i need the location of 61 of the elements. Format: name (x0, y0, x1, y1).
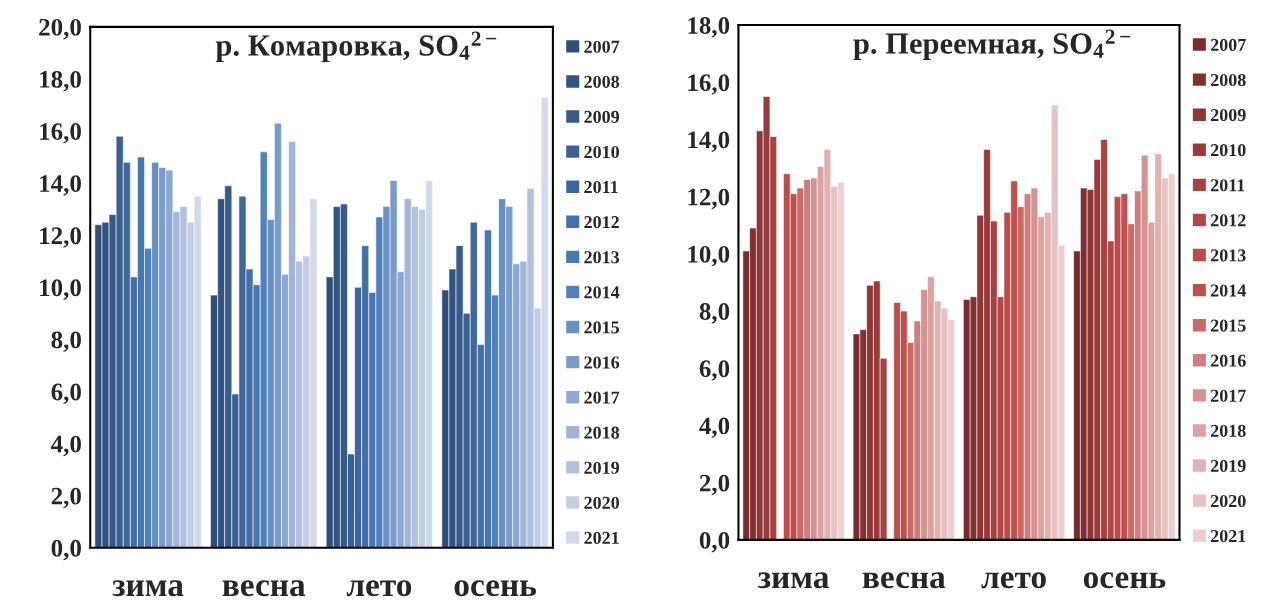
legend-label: 2018 (1210, 424, 1246, 437)
legend-label: 2008 (584, 75, 620, 88)
legend-label: 2017 (584, 391, 620, 404)
y-tick-label: 14,0 (688, 131, 730, 152)
y-tick-label: 2,0 (51, 487, 81, 509)
y-tick-label: 12,0 (688, 188, 730, 210)
legend-label: 2018 (584, 426, 620, 439)
y-tick-label: 14,0 (40, 175, 81, 196)
legend-label: 2019 (1210, 459, 1246, 472)
y-tick-label: 18,0 (688, 17, 730, 38)
legend-label: 2010 (1210, 144, 1246, 157)
legend-label: 2007 (1210, 38, 1246, 52)
x-tick-label: зима (112, 580, 184, 597)
y-tick-label: 4,0 (699, 417, 730, 438)
x-tick-label: весна (222, 580, 306, 597)
y-tick-label: 6,0 (699, 360, 730, 381)
y-tick-label: 16,0 (40, 123, 81, 144)
x-tick-label: зима (758, 572, 829, 589)
legend-label: 2019 (584, 461, 620, 474)
legend-label: 2009 (584, 110, 620, 123)
legend-label: 2011 (1210, 179, 1245, 192)
legend-label: 2015 (1210, 319, 1246, 332)
legend-label: 2012 (1210, 214, 1246, 227)
y-tick-label: 0,0 (699, 531, 730, 553)
legend-label: 2013 (584, 251, 620, 264)
chart-title: р. Комаровка, SO$_{4}$$^{2−}$ (215, 31, 497, 63)
y-tick-label: 16,0 (688, 74, 730, 95)
x-tick-label: осень (454, 580, 536, 597)
legend-label: 2017 (1210, 389, 1246, 402)
legend-label: 2009 (1210, 108, 1246, 122)
x-tick-label: весна (862, 572, 946, 589)
x-tick-label: лето (346, 580, 412, 597)
y-tick-label: 8,0 (51, 331, 81, 352)
legend-label: 2014 (584, 286, 620, 299)
chart-title: р. Переемная, SO$_{4}$$^{2−}$ (853, 29, 1131, 61)
x-tick-label: лето (981, 572, 1046, 589)
y-tick-label: 0,0 (51, 539, 81, 561)
y-tick-label: 4,0 (51, 435, 81, 457)
legend-label: 2008 (1210, 73, 1246, 87)
y-tick-label: 6,0 (51, 383, 81, 405)
legend-label: 2015 (584, 321, 620, 334)
legend-label: 2011 (584, 180, 618, 194)
legend-label: 2021 (584, 531, 619, 544)
y-tick-label: 10,0 (40, 279, 81, 300)
legend-label: 2010 (584, 145, 619, 159)
legend-label: 2014 (1210, 284, 1246, 297)
y-tick-label: 10,0 (688, 245, 730, 267)
legend-label: 2016 (1210, 354, 1246, 367)
y-tick-label: 18,0 (40, 70, 81, 92)
legend-label: 2020 (1210, 494, 1246, 508)
y-tick-label: 2,0 (699, 474, 730, 496)
legend-label: 2021 (1210, 529, 1246, 543)
y-tick-label: 12,0 (40, 227, 81, 248)
legend-label: 2016 (584, 356, 620, 369)
legend-label: 2012 (584, 216, 619, 229)
y-tick-label: 20,0 (39, 18, 81, 40)
legend-label: 2013 (1210, 249, 1246, 262)
legend-label: 2007 (584, 40, 620, 53)
legend-label: 2020 (584, 496, 619, 509)
y-tick-label: 8,0 (699, 303, 730, 324)
x-tick-label: осень (1083, 572, 1166, 589)
